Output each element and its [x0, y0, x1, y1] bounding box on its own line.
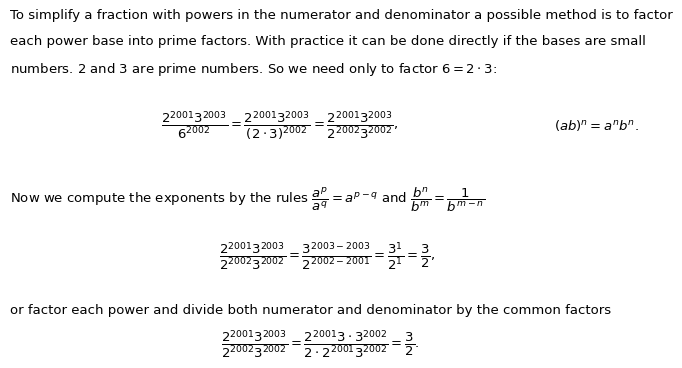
Text: $\dfrac{2^{2001}3^{2003}}{2^{2002}3^{2002}} = \dfrac{2^{2001}3 \cdot 3^{2002}}{2: $\dfrac{2^{2001}3^{2003}}{2^{2002}3^{200…: [221, 328, 420, 360]
Text: $\dfrac{2^{2001}3^{2003}}{2^{2002}3^{2002}} = \dfrac{3^{2003-2003}}{2^{2002-2001: $\dfrac{2^{2001}3^{2003}}{2^{2002}3^{200…: [220, 240, 435, 272]
Text: $\dfrac{2^{2001}3^{2003}}{6^{2002}} = \dfrac{2^{2001}3^{2003}}{(2\cdot 3)^{2002}: $\dfrac{2^{2001}3^{2003}}{6^{2002}} = \d…: [161, 109, 398, 142]
Text: or factor each power and divide both numerator and denominator by the common fac: or factor each power and divide both num…: [10, 304, 611, 316]
Text: To simplify a fraction with powers in the numerator and denominator a possible m: To simplify a fraction with powers in th…: [10, 9, 673, 22]
Text: each power base into prime factors. With practice it can be done directly if the: each power base into prime factors. With…: [10, 35, 646, 48]
Text: Now we compute the exponents by the rules $\dfrac{a^p}{a^q} = a^{p-q}$ and $\dfr: Now we compute the exponents by the rule…: [10, 186, 486, 214]
Text: $(ab)^n = a^n b^n.$: $(ab)^n = a^n b^n.$: [554, 118, 639, 132]
Text: numbers. 2 and 3 are prime numbers. So we need only to factor $6 = 2 \cdot 3$:: numbers. 2 and 3 are prime numbers. So w…: [10, 61, 497, 78]
